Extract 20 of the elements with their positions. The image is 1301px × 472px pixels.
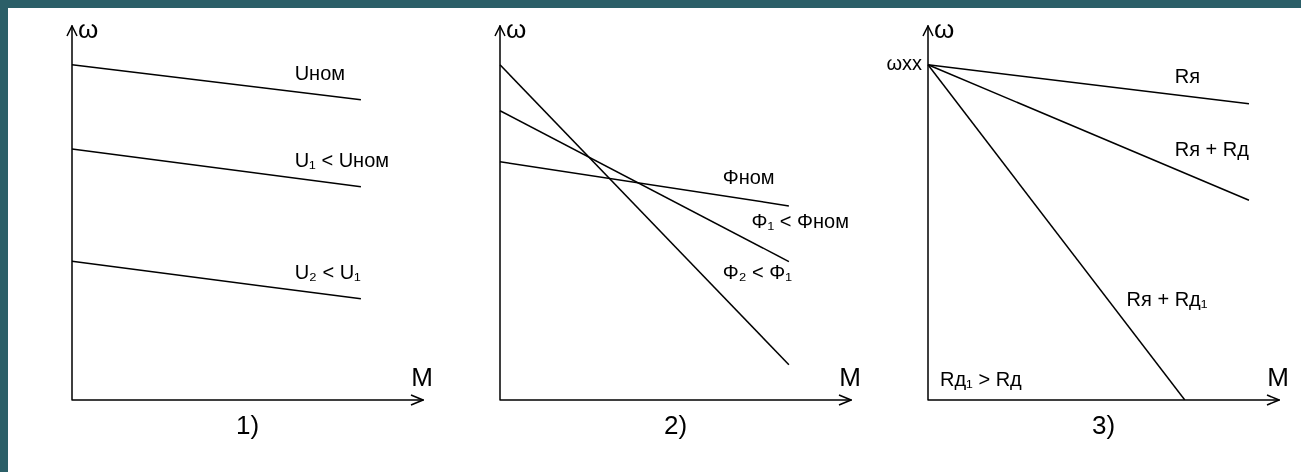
series-label: U₂ < U₁ [294, 260, 362, 283]
series-label: Φ₁ < Φном [751, 210, 849, 233]
series-label: Rя [1174, 65, 1201, 88]
series-label: Uном [294, 62, 346, 85]
annotation: Rд₁ > Rд [940, 367, 1023, 390]
series-label: Rя + Rд [1174, 137, 1250, 160]
x-axis-title: M [411, 362, 433, 393]
text: ωхх [886, 52, 922, 75]
x-axis-title: M [839, 362, 861, 393]
text: 3) [1091, 410, 1116, 441]
text: 2) [663, 410, 688, 441]
text: 1) [235, 410, 260, 441]
y-axis-title: ω [506, 14, 527, 45]
x-axis-title: M [1267, 362, 1289, 393]
y-axis-title: ω [78, 14, 99, 45]
series-label: Rя + Rд₁ [1126, 287, 1208, 310]
series-label: Φ₂ < Φ₁ [722, 261, 793, 284]
series-label: Φном [722, 166, 775, 189]
y-axis-title: ω [934, 14, 955, 45]
series-label: U₁ < Uном [294, 148, 390, 171]
